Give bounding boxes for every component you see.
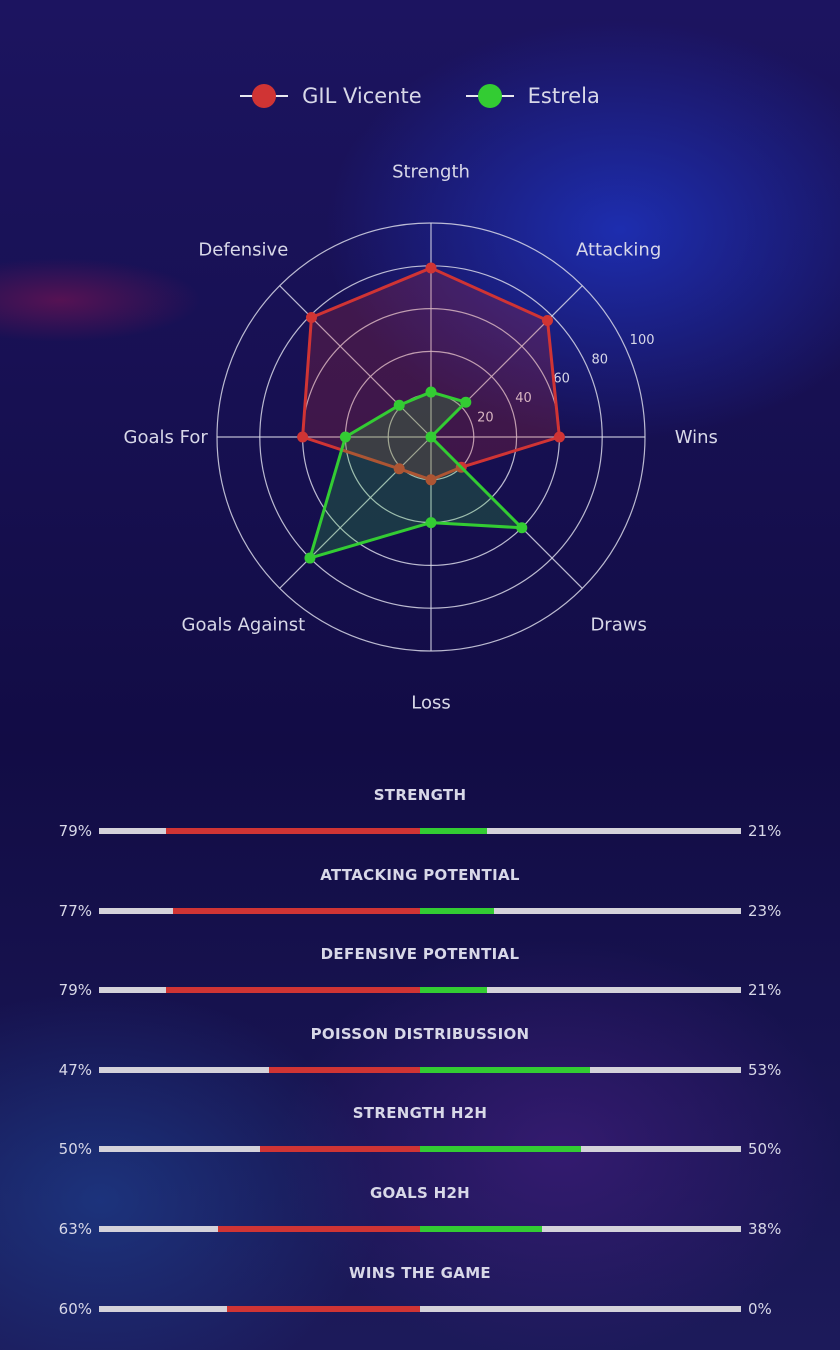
- radial-tick-label: 60: [553, 372, 570, 387]
- axis-label: Goals For: [124, 427, 209, 448]
- away-fill: [420, 828, 488, 834]
- comparison-track: [99, 907, 741, 914]
- away-fill: [420, 907, 494, 914]
- axis-label: Attacking: [576, 239, 661, 260]
- data-point: [297, 431, 309, 443]
- data-point: [542, 314, 554, 326]
- data-point: [460, 396, 472, 408]
- away-fill: [420, 987, 488, 994]
- red-circle-marker-icon: [240, 84, 289, 108]
- legend-label: GIL Vicente: [302, 84, 422, 108]
- comparison-row: DEFENSIVE POTENTIAL 79% 21%: [0, 945, 840, 1025]
- data-point: [553, 431, 565, 443]
- legend: GIL Vicente Estrela: [0, 84, 840, 108]
- radial-tick-label: 40: [515, 391, 532, 406]
- away-fill: [420, 1146, 581, 1153]
- away-fill: [420, 1225, 542, 1232]
- axis-label: Defensive: [198, 239, 288, 260]
- data-point: [425, 474, 437, 486]
- comparison-title: WINS THE GAME: [349, 1263, 491, 1282]
- data-point: [425, 386, 437, 398]
- axis-label: Strength: [392, 162, 470, 183]
- legend-label: Estrela: [527, 84, 600, 108]
- comparison-row: ATTACKING POTENTIAL 77% 23%: [0, 866, 840, 946]
- comparison-row: GOALS H2H 63% 38%: [0, 1184, 840, 1264]
- home-percent: 79%: [58, 981, 92, 1000]
- away-fill: [420, 1066, 591, 1073]
- data-point: [516, 522, 528, 534]
- comparison-track: [99, 828, 741, 834]
- comparison-track: [99, 1066, 741, 1073]
- comparison-track: [99, 1225, 741, 1232]
- away-percent: 38%: [748, 1219, 782, 1238]
- comparison-row: STRENGTH H2H 50% 50%: [0, 1104, 840, 1184]
- away-percent: 0%: [748, 1299, 772, 1318]
- comparison-title: ATTACKING POTENTIAL: [320, 865, 520, 884]
- comparison-title: STRENGTH H2H: [352, 1104, 488, 1123]
- home-fill: [269, 1066, 420, 1073]
- comparison-row: WINS THE GAME 60% 0%: [0, 1264, 840, 1344]
- home-percent: 77%: [58, 901, 92, 920]
- comparison-title: GOALS H2H: [369, 1183, 471, 1202]
- comparison-title: STRENGTH: [373, 786, 467, 804]
- comparison-bars: STRENGTH 79% 21% ATTACKING POTENTIAL 77% …: [0, 786, 840, 1343]
- data-point: [425, 517, 437, 529]
- data-point: [339, 431, 351, 443]
- away-percent: 21%: [748, 981, 782, 1000]
- comparison-row: POISSON DISTRIBUSSION 47% 53%: [0, 1025, 840, 1105]
- axis-label: Wins: [675, 427, 718, 448]
- home-percent: 60%: [58, 1299, 92, 1318]
- comparison-track: [99, 987, 741, 994]
- grid-spoke: [279, 436, 432, 589]
- home-percent: 50%: [58, 1140, 92, 1159]
- legend-item-home[interactable]: GIL Vicente: [240, 84, 422, 108]
- home-fill: [166, 987, 420, 994]
- comparison-track: [99, 1146, 741, 1153]
- comparison-row: STRENGTH 79% 21%: [0, 786, 840, 866]
- away-percent: 50%: [748, 1140, 782, 1159]
- comparison-track: [99, 1305, 741, 1312]
- axis-label: Loss: [411, 692, 450, 713]
- home-percent: 47%: [58, 1060, 92, 1079]
- radial-tick-label: 80: [592, 352, 609, 367]
- data-point: [393, 399, 405, 411]
- comparison-title: DEFENSIVE POTENTIAL: [320, 945, 520, 964]
- away-percent: 53%: [748, 1060, 782, 1079]
- data-point: [304, 552, 316, 564]
- axis-label: Draws: [590, 615, 646, 636]
- data-point: [393, 463, 405, 475]
- home-fill: [227, 1305, 420, 1312]
- home-percent: 63%: [58, 1219, 92, 1238]
- radial-tick-label: 20: [477, 411, 494, 426]
- axis-label: Goals Against: [182, 615, 306, 636]
- grid-spoke: [279, 285, 432, 438]
- radial-tick-label: 100: [630, 333, 655, 348]
- data-point: [305, 311, 317, 323]
- legend-item-away[interactable]: Estrela: [465, 84, 600, 108]
- radar-chart: Strength Attacking Wins Draws Loss Goals Agai…: [124, 162, 718, 714]
- comparison-title: POISSON DISTRIBUSSION: [310, 1024, 530, 1043]
- home-fill: [217, 1225, 420, 1232]
- away-percent: 21%: [748, 822, 782, 840]
- away-percent: 23%: [748, 901, 782, 920]
- green-circle-marker-icon: [465, 84, 514, 108]
- home-fill: [259, 1146, 420, 1153]
- home-fill: [172, 907, 420, 914]
- data-point: [425, 262, 437, 274]
- data-point: [425, 431, 437, 443]
- home-percent: 79%: [58, 822, 92, 840]
- home-fill: [166, 828, 420, 834]
